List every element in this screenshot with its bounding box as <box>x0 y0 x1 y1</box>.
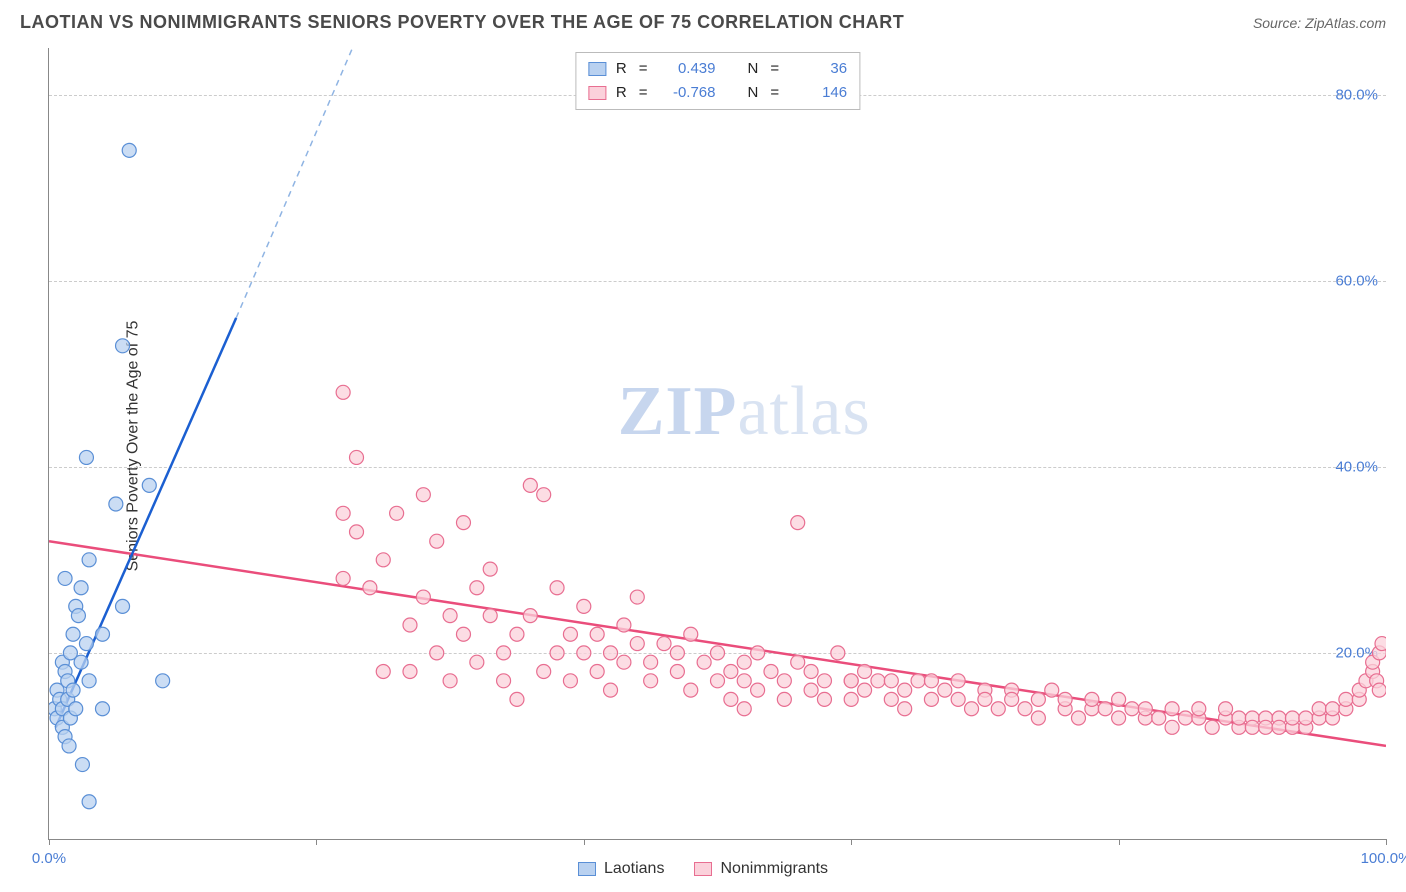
stats-row-laotians: R = 0.439 N = 36 <box>588 57 847 81</box>
x-tick <box>49 839 50 845</box>
legend-label-nonimmigrants: Nonimmigrants <box>720 860 828 878</box>
stats-row-nonimmigrants: R = -0.768 N = 146 <box>588 81 847 105</box>
swatch-laotians <box>588 62 606 76</box>
chart-header: LAOTIAN VS NONIMMIGRANTS SENIORS POVERTY… <box>0 0 1406 39</box>
equals-sign: = <box>639 57 648 81</box>
legend-swatch-laotians <box>578 862 596 876</box>
x-tick <box>316 839 317 845</box>
equals-sign: = <box>639 81 648 105</box>
chart-title: LAOTIAN VS NONIMMIGRANTS SENIORS POVERTY… <box>20 12 904 33</box>
legend-item-nonimmigrants: Nonimmigrants <box>694 860 828 878</box>
r-label: R <box>616 57 627 81</box>
r-label: R <box>616 81 627 105</box>
r-value-laotians: 0.439 <box>660 57 716 81</box>
x-tick <box>584 839 585 845</box>
source-label: Source: <box>1253 15 1305 31</box>
legend-item-laotians: Laotians <box>578 860 665 878</box>
legend-bottom: Laotians Nonimmigrants <box>0 860 1406 878</box>
stats-legend-box: R = 0.439 N = 36 R = -0.768 N = 146 <box>575 52 860 110</box>
equals-sign: = <box>770 81 779 105</box>
n-label: N <box>748 57 759 81</box>
x-tick <box>1386 839 1387 845</box>
n-value-laotians: 36 <box>791 57 847 81</box>
x-tick <box>851 839 852 845</box>
x-tick <box>1119 839 1120 845</box>
r-value-nonimmigrants: -0.768 <box>660 81 716 105</box>
source-name: ZipAtlas.com <box>1305 15 1386 31</box>
chart-source: Source: ZipAtlas.com <box>1253 15 1386 31</box>
plot-area: ZIPatlas R = 0.439 N = 36 R = -0.768 N =… <box>48 48 1386 840</box>
n-label: N <box>748 81 759 105</box>
legend-swatch-nonimmigrants <box>694 862 712 876</box>
n-value-nonimmigrants: 146 <box>791 81 847 105</box>
swatch-nonimmigrants <box>588 86 606 100</box>
legend-label-laotians: Laotians <box>604 860 665 878</box>
scatter-svg <box>49 48 1386 839</box>
equals-sign: = <box>770 57 779 81</box>
